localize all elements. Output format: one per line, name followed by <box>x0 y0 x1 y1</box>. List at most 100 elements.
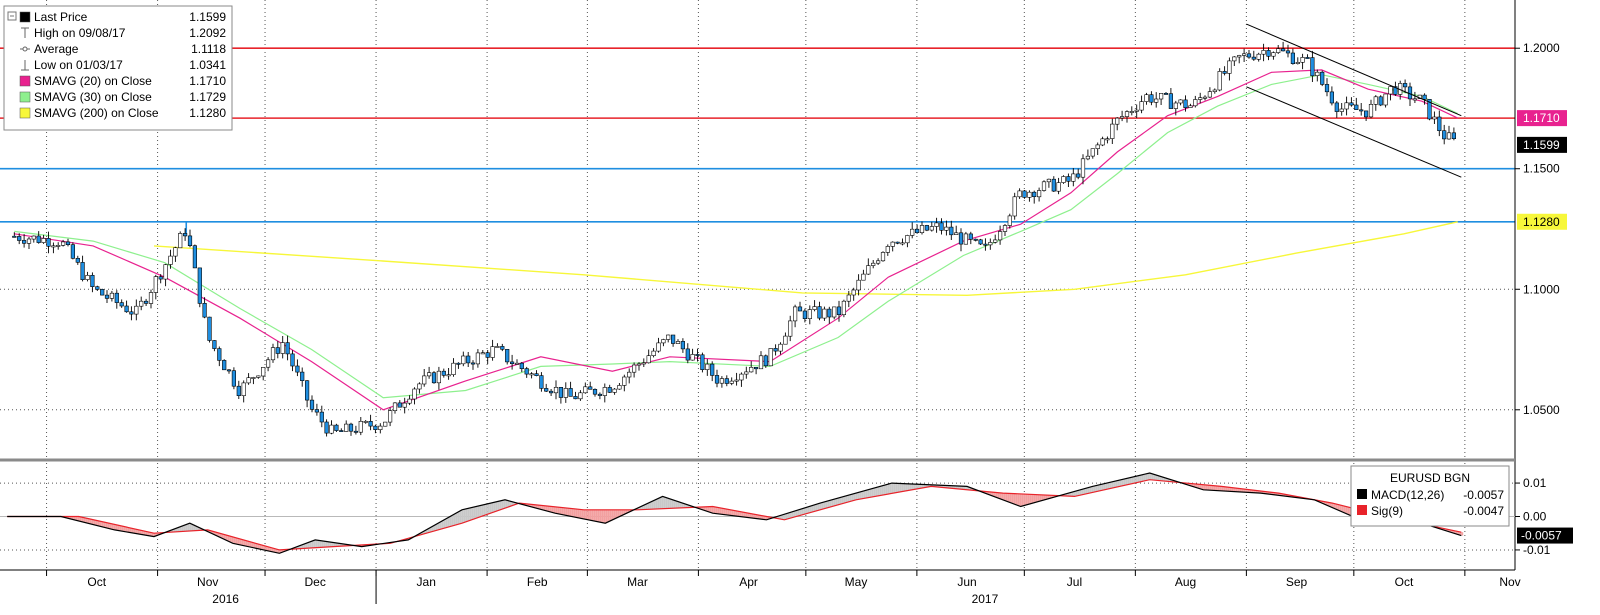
candle-up <box>1368 104 1374 118</box>
macd-fill-below <box>751 513 754 518</box>
macd-fill-above <box>965 486 968 490</box>
macd-fill-above <box>653 500 656 510</box>
candle-down <box>1320 71 1325 85</box>
macd-fill-below <box>147 531 150 536</box>
candle-up <box>622 376 627 386</box>
candle-up <box>749 366 754 373</box>
macd-fill-above <box>939 485 942 488</box>
candle-down <box>275 347 280 354</box>
macd-fill-above <box>685 504 688 508</box>
candle-down <box>290 353 295 367</box>
candle-down <box>65 241 71 245</box>
macd-fill-below <box>69 516 72 519</box>
candle-up <box>880 252 886 262</box>
candle-down <box>202 302 207 318</box>
candle-up <box>661 339 666 344</box>
year-label: 2016 <box>212 592 239 606</box>
macd-fill-below <box>559 507 562 514</box>
macd-fill-below <box>1447 529 1450 532</box>
candle-down <box>1442 130 1447 140</box>
candle-up <box>1080 158 1086 178</box>
macd-fill-below <box>1033 494 1036 503</box>
signal-line <box>7 479 1462 551</box>
macd-fill-above <box>917 484 920 489</box>
macd-fill-below <box>989 491 992 495</box>
candle-up <box>1071 173 1076 182</box>
macd-fill-above <box>927 484 930 488</box>
macd-fill-above <box>427 529 430 533</box>
macd-fill-below <box>275 548 278 553</box>
macd-fill-below <box>225 534 228 540</box>
candle-down <box>231 370 237 387</box>
macd-fill-below <box>1051 495 1054 498</box>
candle-down <box>207 316 212 341</box>
macd-tick-label: 0.01 <box>1523 476 1547 490</box>
macd-fill-above <box>181 526 184 532</box>
macd-fill-above <box>881 486 884 496</box>
macd-fill-below <box>257 543 260 549</box>
macd-fill-above <box>1155 474 1158 481</box>
macd-fill-below <box>119 525 122 531</box>
candle-up <box>422 375 427 385</box>
candle-up <box>1120 116 1125 119</box>
macd-fill-above <box>329 541 332 547</box>
price-badge-label: 1.1280 <box>1523 215 1560 229</box>
macd-fill-below <box>711 506 714 513</box>
macd-fill-below <box>1009 493 1012 503</box>
macd-fill-above <box>673 500 676 509</box>
macd-fill-above <box>857 492 860 500</box>
macd-fill-above <box>1091 486 1094 493</box>
candle-down <box>334 424 339 431</box>
legend-value: 1.2092 <box>189 26 226 40</box>
macd-fill-above <box>495 502 498 512</box>
macd-fill-above <box>485 504 488 516</box>
macd-fill-below <box>1227 487 1230 492</box>
macd-fill-above <box>435 524 438 531</box>
macd-fill-above <box>337 543 340 547</box>
candle-down <box>597 393 602 396</box>
candle-down <box>217 348 222 361</box>
candle-down <box>524 368 529 375</box>
macd-fill-above <box>173 529 176 532</box>
month-label: Nov <box>1499 575 1520 589</box>
candle-up <box>387 410 393 423</box>
macd-legend-swatch <box>1357 489 1367 499</box>
candle-down <box>114 292 119 303</box>
candle-up <box>812 306 817 310</box>
macd-fill-below <box>1003 493 1006 500</box>
macd-fill-below <box>709 506 712 512</box>
month-label: Aug <box>1175 575 1196 589</box>
macd-fill-above <box>655 499 658 509</box>
candle-down <box>680 341 685 350</box>
macd-fill-below <box>547 506 550 511</box>
macd-fill-below <box>117 525 120 531</box>
candle-up <box>1202 96 1208 99</box>
macd-fill-below <box>1323 501 1326 504</box>
candle-down <box>1393 86 1398 95</box>
macd-fill-above <box>1067 493 1070 497</box>
macd-fill-above <box>647 503 650 510</box>
macd-fill-above <box>937 485 940 487</box>
candle-down <box>505 348 510 363</box>
macd-fill-above <box>339 543 342 547</box>
candle-up <box>251 377 256 379</box>
macd-fill-above <box>177 527 180 532</box>
candle-up <box>841 300 846 316</box>
macd-fill-above <box>895 483 898 493</box>
candle-up <box>1276 48 1281 53</box>
legend-swatch <box>19 75 31 87</box>
macd-fill-below <box>1241 488 1244 492</box>
macd-fill-above <box>889 483 892 494</box>
macd-legend-label: Sig(9) <box>1371 504 1403 518</box>
candle-up <box>1217 71 1222 91</box>
macd-fill-above <box>687 504 690 508</box>
macd-fill-below <box>71 516 74 520</box>
macd-fill-above <box>947 485 950 488</box>
macd-fill-below <box>1335 503 1338 509</box>
macd-fill-above <box>503 500 506 509</box>
price-badge-bg <box>1517 136 1567 153</box>
macd-fill-above <box>957 486 960 489</box>
macd-fill-below <box>273 548 276 552</box>
macd-fill-below <box>535 504 538 508</box>
macd-fill-below <box>755 514 758 519</box>
